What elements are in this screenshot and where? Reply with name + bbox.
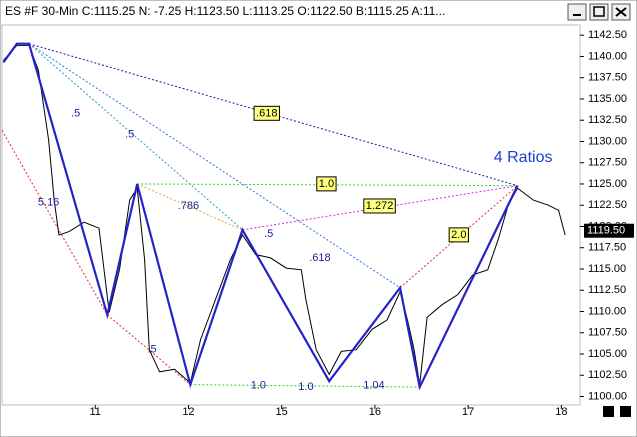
x-tick-label: 11 — [90, 406, 101, 418]
ratio-line — [137, 183, 518, 187]
plot-area — [1, 24, 581, 406]
ratio-label: 1.272 — [366, 200, 394, 212]
ratio-line — [1, 130, 108, 316]
y-tick-label: 1105.00 — [588, 348, 627, 360]
y-tick-label: 1102.50 — [588, 369, 627, 381]
ratio-line — [136, 183, 243, 231]
ratio-label: 5.16 — [38, 197, 59, 209]
x-tick-label: 16 — [369, 406, 381, 418]
ratio-label: 2.0 — [451, 229, 466, 241]
chart-title: ES #F 30-Min C:1115.25 N: -7.25 H:1123.5… — [5, 4, 445, 18]
y-tick-label: 1142.50 — [588, 29, 627, 41]
ratio-label: .5 — [71, 107, 80, 119]
ratio-label: .5 — [147, 344, 156, 356]
y-tick-label: 1132.50 — [588, 114, 627, 126]
ratio-label: 1.0 — [298, 381, 313, 393]
zigzag-line — [2, 42, 519, 391]
y-tick-label: 1100.00 — [588, 390, 627, 402]
last-price-label: 1119.50 — [587, 225, 625, 237]
annotation: 4 Ratios — [494, 149, 553, 166]
y-tick-label: 1112.50 — [588, 284, 626, 296]
x-tick-label: 15 — [276, 406, 288, 418]
y-tick-label: 1140.00 — [588, 50, 627, 62]
y-tick-label: 1127.50 — [588, 157, 627, 169]
ratio-line — [242, 185, 518, 231]
y-tick-label: 1110.00 — [588, 305, 626, 317]
ratio-line — [28, 43, 243, 231]
x-tick-label: 17 — [462, 406, 474, 418]
ratio-label-box — [363, 198, 396, 214]
price-line — [3, 44, 566, 385]
close-icon — [615, 7, 627, 17]
ratio-label: .5 — [125, 129, 134, 141]
y-tick-label: 1107.50 — [588, 327, 627, 339]
window-buttons — [567, 3, 631, 21]
ratio-line — [28, 43, 518, 187]
last-price-box — [584, 223, 634, 238]
ratio-label: 1.04 — [363, 379, 384, 391]
maximize-icon — [593, 6, 605, 17]
ratio-label: 1.0 — [251, 379, 266, 391]
y-tick-label: 1130.00 — [588, 135, 627, 147]
ratio-label: 1.0 — [319, 178, 334, 190]
y-tick-label: 1122.50 — [588, 199, 627, 211]
y-tick-label: 1135.00 — [588, 93, 627, 105]
ratio-label-box — [253, 105, 280, 121]
ratio-label-box — [448, 227, 469, 243]
ratio-label: .786 — [178, 200, 199, 212]
ratio-label: .618 — [256, 107, 277, 119]
y-tick-label: 1117.50 — [588, 242, 626, 254]
title-bar — [1, 1, 636, 23]
scroll-box[interactable] — [603, 406, 614, 417]
ratio-label: .5 — [264, 228, 273, 240]
ratio-label-box — [316, 176, 337, 192]
x-tick-label: 18 — [555, 406, 567, 418]
y-tick-label: 1137.50 — [588, 72, 627, 84]
x-tick-label: 12 — [182, 406, 194, 418]
minimize-button[interactable] — [567, 3, 587, 21]
y-tick-label: 1125.00 — [588, 178, 627, 190]
y-tick-label: 1115.00 — [588, 263, 626, 275]
scroll-box[interactable] — [620, 406, 631, 417]
ratio-label: .618 — [309, 252, 330, 264]
